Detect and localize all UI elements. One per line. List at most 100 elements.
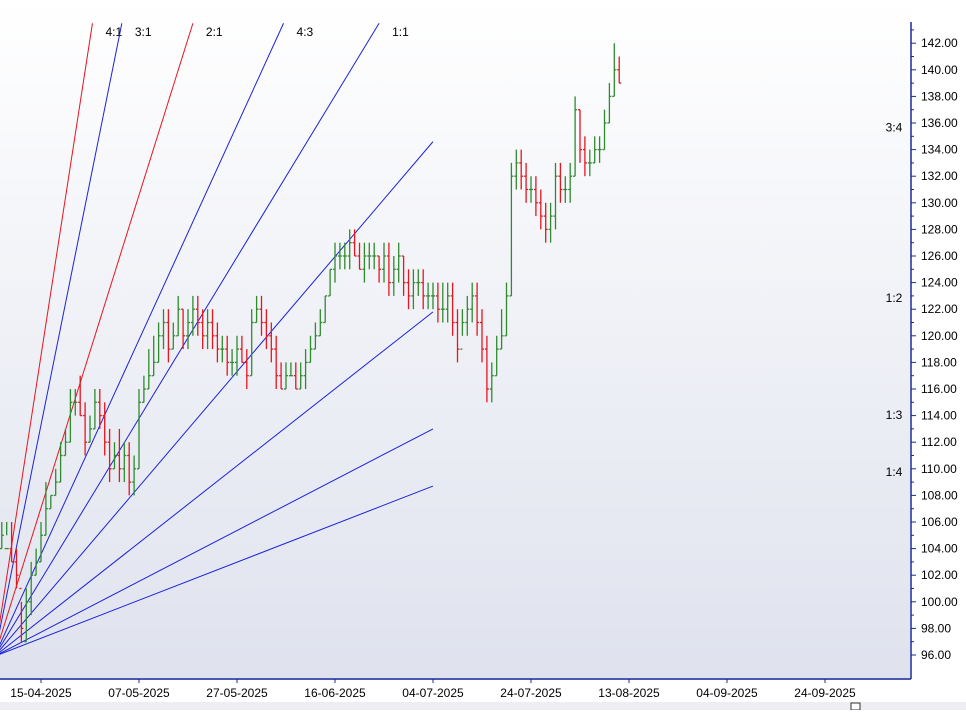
date-tick-label: 24-07-2025 <box>500 686 562 700</box>
ohlc-bar <box>450 282 455 336</box>
price-bars <box>0 43 622 643</box>
price-tick-label: 104.00 <box>921 542 958 556</box>
ohlc-bar <box>499 309 504 350</box>
ohlc-bar <box>24 588 29 643</box>
ohlc-bar <box>34 548 39 576</box>
ohlc-bar <box>205 309 210 350</box>
resize-handle[interactable] <box>850 702 861 711</box>
ohlc-bar <box>225 335 230 376</box>
ohlc-bar <box>117 428 122 483</box>
ohlc-bar <box>362 242 367 283</box>
ohlc-bar <box>480 309 484 363</box>
ohlc-bar <box>573 96 578 177</box>
ohlc-bar <box>53 468 58 497</box>
price-tick-label: 126.00 <box>921 249 958 263</box>
date-tick-label: 16-06-2025 <box>304 686 366 700</box>
ohlc-bar <box>235 335 239 376</box>
price-tick-label: 98.00 <box>921 621 951 635</box>
ohlc-bar <box>259 295 264 336</box>
ohlc-bar <box>220 335 225 363</box>
ohlc-bar <box>146 349 151 390</box>
ohlc-bar <box>88 415 92 443</box>
price-tick-label: 142.00 <box>921 36 958 50</box>
ohlc-bar <box>426 282 431 310</box>
ohlc-bar <box>328 268 333 297</box>
ohlc-bar <box>127 442 132 496</box>
ohlc-bar <box>519 149 524 190</box>
ohlc-bar <box>68 389 73 443</box>
ohlc-bar <box>156 322 161 364</box>
ohlc-bar <box>386 242 391 296</box>
ohlc-bar <box>582 136 587 177</box>
price-tick-label: 110.00 <box>921 462 957 476</box>
ohlc-bar <box>401 255 406 296</box>
ohlc-bar <box>112 442 117 470</box>
ohlc-bar <box>533 176 538 217</box>
fan-label-2-1: 2:1 <box>206 25 223 39</box>
ohlc-bar <box>210 309 215 350</box>
ohlc-bar <box>244 349 249 389</box>
ohlc-bar <box>558 162 563 203</box>
ohlc-bar <box>284 362 288 390</box>
status-strip <box>0 702 966 710</box>
ohlc-bar <box>293 362 298 390</box>
ohlc-bar <box>264 309 269 350</box>
ohlc-bar <box>411 269 416 310</box>
ohlc-bar <box>607 83 612 124</box>
ohlc-bar <box>431 282 435 310</box>
ohlc-bar <box>543 202 548 243</box>
price-tick-label: 96.00 <box>921 648 951 662</box>
fan-label-1-4: 1:4 <box>886 465 903 479</box>
ohlc-bar <box>391 256 396 296</box>
ohlc-bar <box>563 176 568 203</box>
date-axis: 15-04-2025 07-05-2025 27-05-2025 16-06-2025… <box>0 678 966 710</box>
gann-fan-lines[interactable]: 4:1 3:1 2:1 4:3 1:1 3:4 1:2 1:3 1:4 <box>0 22 903 656</box>
ohlc-bar <box>529 176 533 203</box>
ohlc-bar <box>333 242 337 283</box>
ohlc-bar <box>181 308 186 350</box>
fan-label-1-3: 1:3 <box>886 408 903 422</box>
ohlc-bar <box>171 322 176 350</box>
ohlc-bar <box>161 309 166 350</box>
ohlc-bar <box>308 335 313 364</box>
ohlc-bar <box>239 335 244 364</box>
fan-label-1-1: 1:1 <box>392 25 409 39</box>
date-tick-label: 07-05-2025 <box>108 686 170 700</box>
ohlc-bar <box>137 389 141 470</box>
price-tick-label: 130.00 <box>921 196 958 210</box>
fan-line-1-3 <box>0 428 434 655</box>
ohlc-bar <box>435 282 440 323</box>
ohlc-bar <box>215 322 220 363</box>
fan-line-2-1 <box>0 23 194 641</box>
ohlc-bar <box>455 309 460 363</box>
ohlc-bar <box>617 56 622 84</box>
ohlc-bar <box>0 522 4 550</box>
ohlc-bar <box>568 162 573 203</box>
fan-label-4-3: 4:3 <box>297 25 314 39</box>
date-tick-label: 13-08-2025 <box>598 686 660 700</box>
ohlc-bar <box>58 442 63 483</box>
ohlc-bar <box>9 522 14 563</box>
ohlc-bar <box>612 43 617 98</box>
ohlc-bar <box>578 109 582 163</box>
ohlc-bar <box>514 149 519 190</box>
price-tick-label: 116.00 <box>921 382 957 396</box>
ohlc-bar <box>587 149 592 177</box>
ohlc-bar <box>445 282 450 323</box>
ohlc-bar <box>597 136 602 163</box>
ohlc-bar <box>396 242 401 283</box>
ohlc-bar <box>416 269 421 296</box>
ohlc-bar <box>288 362 293 377</box>
ohlc-bar <box>313 322 318 350</box>
ohlc-bar <box>372 242 377 270</box>
fan-line-3-4 <box>0 141 434 651</box>
date-tick-label: 04-07-2025 <box>402 686 464 700</box>
ohlc-bar <box>73 389 78 416</box>
ohlc-bar <box>352 229 357 257</box>
fan-line-4-1 <box>0 23 93 624</box>
price-tick-label: 128.00 <box>921 222 958 236</box>
ohlc-bar <box>43 482 48 536</box>
ohlc-bar <box>553 162 558 230</box>
